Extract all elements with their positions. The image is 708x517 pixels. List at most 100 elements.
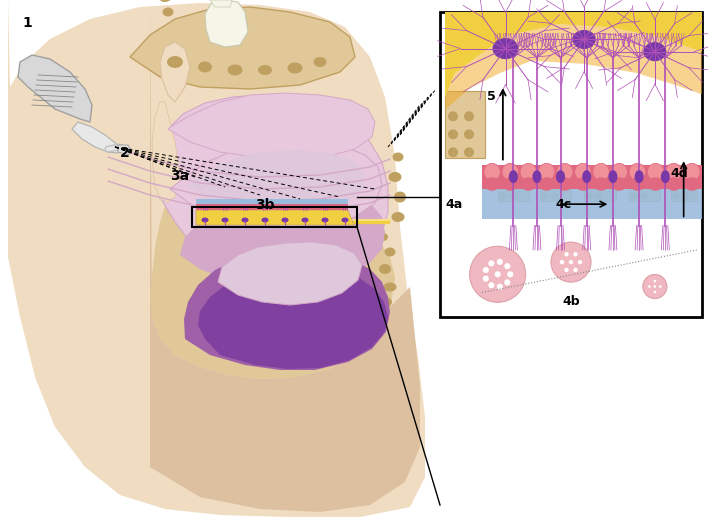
Text: 3b: 3b	[255, 198, 275, 212]
Ellipse shape	[595, 183, 603, 190]
Ellipse shape	[341, 218, 348, 222]
Polygon shape	[152, 102, 180, 202]
Ellipse shape	[684, 163, 700, 180]
Ellipse shape	[509, 170, 518, 183]
Ellipse shape	[532, 170, 542, 183]
Ellipse shape	[163, 8, 173, 17]
Ellipse shape	[551, 242, 591, 282]
Ellipse shape	[682, 183, 689, 190]
Ellipse shape	[384, 282, 396, 292]
Text: 4a: 4a	[445, 198, 462, 211]
Polygon shape	[180, 191, 385, 287]
Polygon shape	[158, 95, 388, 271]
Ellipse shape	[653, 285, 656, 288]
Ellipse shape	[282, 218, 288, 222]
Text: 4c: 4c	[555, 198, 571, 211]
Ellipse shape	[261, 218, 268, 222]
Polygon shape	[210, 0, 232, 7]
Ellipse shape	[684, 177, 700, 191]
Ellipse shape	[378, 233, 388, 241]
Polygon shape	[445, 24, 702, 110]
Polygon shape	[198, 265, 388, 369]
Ellipse shape	[389, 172, 401, 182]
Ellipse shape	[666, 177, 682, 191]
Ellipse shape	[644, 42, 666, 60]
Ellipse shape	[612, 177, 627, 191]
Ellipse shape	[489, 282, 494, 288]
Ellipse shape	[464, 147, 474, 157]
Ellipse shape	[560, 260, 564, 264]
Ellipse shape	[489, 260, 494, 266]
Ellipse shape	[569, 260, 573, 264]
Ellipse shape	[595, 193, 603, 200]
Polygon shape	[445, 12, 702, 97]
Ellipse shape	[495, 271, 501, 278]
Ellipse shape	[167, 23, 177, 31]
Ellipse shape	[630, 193, 637, 200]
Polygon shape	[118, 145, 132, 155]
Ellipse shape	[672, 183, 679, 190]
Bar	[445, 92, 485, 158]
Ellipse shape	[666, 163, 682, 180]
Ellipse shape	[653, 280, 656, 282]
Bar	[670, 171, 697, 201]
Text: 4d: 4d	[670, 166, 688, 180]
Ellipse shape	[643, 275, 667, 298]
Ellipse shape	[159, 0, 171, 2]
Ellipse shape	[611, 163, 627, 180]
Ellipse shape	[258, 65, 272, 75]
Ellipse shape	[648, 285, 651, 288]
Polygon shape	[196, 210, 354, 225]
Bar	[629, 171, 660, 201]
Ellipse shape	[672, 193, 679, 200]
Ellipse shape	[497, 284, 503, 290]
Ellipse shape	[464, 111, 474, 121]
Ellipse shape	[502, 163, 518, 180]
Ellipse shape	[593, 163, 610, 180]
Ellipse shape	[575, 177, 590, 191]
Bar	[584, 171, 615, 201]
Ellipse shape	[556, 163, 573, 180]
Ellipse shape	[629, 177, 645, 191]
Ellipse shape	[202, 218, 208, 222]
Ellipse shape	[541, 193, 548, 200]
Polygon shape	[18, 55, 92, 122]
Ellipse shape	[593, 177, 609, 191]
Ellipse shape	[493, 39, 518, 58]
Polygon shape	[188, 150, 365, 215]
Text: 1: 1	[22, 16, 32, 30]
Polygon shape	[130, 7, 355, 89]
Ellipse shape	[469, 246, 525, 302]
Ellipse shape	[497, 259, 503, 265]
Ellipse shape	[573, 31, 595, 49]
Ellipse shape	[648, 177, 663, 191]
Bar	[498, 171, 529, 201]
Ellipse shape	[520, 163, 537, 180]
Ellipse shape	[241, 218, 249, 222]
Ellipse shape	[483, 267, 489, 273]
Ellipse shape	[484, 163, 501, 180]
Bar	[192, 207, 357, 227]
Ellipse shape	[520, 177, 536, 191]
Polygon shape	[168, 93, 375, 159]
Ellipse shape	[541, 183, 548, 190]
Polygon shape	[150, 0, 420, 512]
Ellipse shape	[509, 183, 516, 190]
Ellipse shape	[302, 218, 309, 222]
Ellipse shape	[504, 279, 510, 285]
Text: 4b: 4b	[562, 295, 580, 308]
Ellipse shape	[483, 276, 489, 282]
Ellipse shape	[509, 193, 516, 200]
Ellipse shape	[575, 163, 591, 180]
Ellipse shape	[227, 65, 243, 75]
Polygon shape	[196, 204, 348, 210]
Ellipse shape	[564, 268, 569, 272]
Ellipse shape	[564, 252, 569, 256]
Bar	[482, 164, 702, 189]
Ellipse shape	[222, 218, 229, 222]
Ellipse shape	[630, 183, 637, 190]
Ellipse shape	[659, 285, 661, 288]
Ellipse shape	[504, 263, 510, 269]
Polygon shape	[170, 142, 382, 227]
Ellipse shape	[394, 191, 406, 203]
